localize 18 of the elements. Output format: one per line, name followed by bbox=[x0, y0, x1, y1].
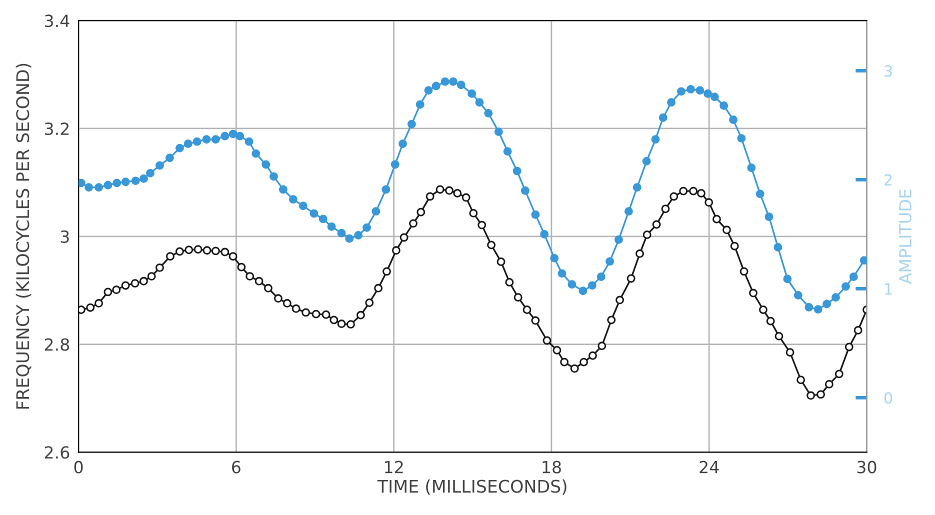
y-axis-title: FREQUENCY (KILOCYCLES PER SECOND) bbox=[16, 64, 32, 409]
x-tick-label: 0 bbox=[74, 460, 83, 474]
x-axis-title: TIME (MILLISECONDS) bbox=[377, 479, 566, 495]
y2-tick-label: 0 bbox=[884, 392, 892, 404]
y-tick-label: 2.6 bbox=[44, 446, 70, 459]
y2-tick-label: 2 bbox=[884, 174, 892, 186]
y-tick-label: 3.4 bbox=[44, 14, 70, 28]
x-tick-label: 12 bbox=[385, 460, 403, 474]
y2-axis-title: AMPLITUDE bbox=[899, 190, 912, 284]
x-tick-label: 30 bbox=[857, 460, 876, 474]
y-tick-label: 3.2 bbox=[44, 122, 69, 136]
x-tick-label: 6 bbox=[232, 460, 240, 474]
x-tick-label: 24 bbox=[700, 460, 719, 474]
y2-tick-label: 1 bbox=[885, 283, 892, 294]
x-tick-label: 18 bbox=[542, 460, 561, 474]
y-tick-label: 2.8 bbox=[44, 338, 70, 351]
y-tick-label: 3 bbox=[60, 230, 69, 243]
y2-tick-label: 3 bbox=[884, 65, 892, 77]
